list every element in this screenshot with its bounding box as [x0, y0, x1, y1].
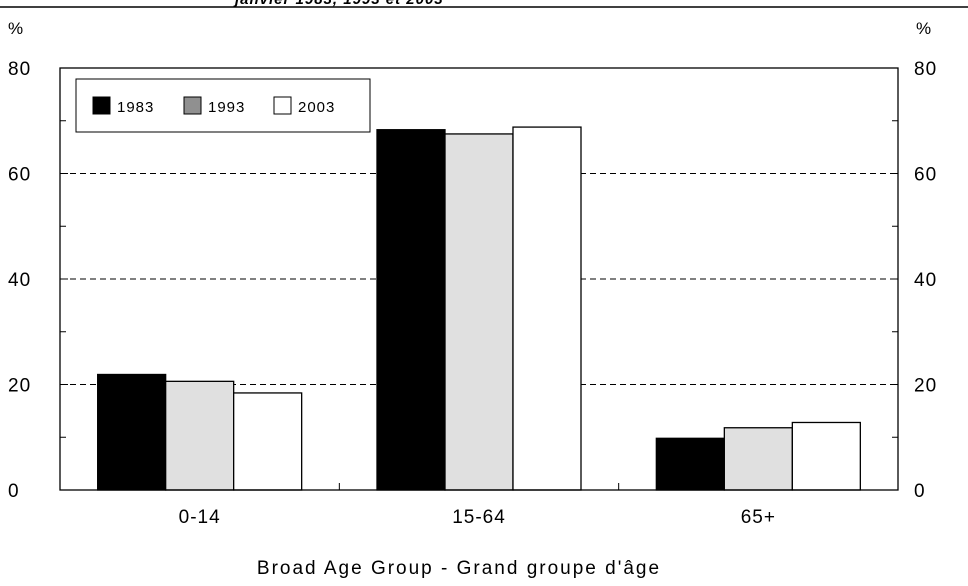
- y-tick-label-right: 20: [914, 376, 937, 397]
- bar-2003-0-14: [233, 392, 303, 491]
- legend-label-1993: 1993: [208, 99, 245, 116]
- y-tick-label-right: 60: [914, 165, 937, 186]
- category-label: 0-14: [179, 507, 221, 528]
- legend-swatch-2003: [273, 96, 292, 115]
- y-tick-label-left: 80: [8, 59, 31, 80]
- y-tick-label-right: 40: [914, 270, 937, 291]
- bar-1983-0-14: [97, 373, 167, 491]
- tick-labels: 0 0 20 20 40 40 60 60 80 80 0-14 15-64 65+: [8, 59, 937, 528]
- bar-2003-15-64: [512, 126, 582, 491]
- legend: 1983 1993 2003: [75, 78, 371, 133]
- chart-title-fragment: janvier 1983, 1993 et 2003: [233, 0, 444, 8]
- left-unit-label: %: [8, 19, 23, 38]
- y-tick-label-left: 60: [8, 165, 31, 186]
- axes: [59, 67, 899, 491]
- legend-swatch-1983: [92, 96, 111, 115]
- legend-label-1983: 1983: [117, 99, 154, 116]
- bar-2003-65+: [791, 421, 861, 491]
- legend-label-2003: 2003: [298, 99, 335, 116]
- legend-swatch-1993: [183, 96, 202, 115]
- right-unit-label: %: [916, 19, 931, 38]
- bars: [97, 126, 861, 491]
- bar-1983-65+: [655, 437, 725, 491]
- bar-1993-65+: [723, 427, 793, 491]
- bar-1983-15-64: [376, 129, 446, 491]
- y-tick-label-left: 40: [8, 270, 31, 291]
- x-axis-title: Broad Age Group - Grand groupe d'âge: [257, 558, 661, 579]
- category-label: 15-64: [452, 507, 506, 528]
- bar-1993-15-64: [444, 133, 514, 491]
- legend-box: [75, 78, 371, 133]
- y-tick-label-right: 0: [914, 481, 926, 502]
- category-label: 65+: [741, 507, 776, 528]
- y-tick-label-right: 80: [914, 59, 937, 80]
- y-tick-label-left: 20: [8, 376, 31, 397]
- bar-1993-0-14: [165, 380, 235, 491]
- y-tick-label-left: 0: [8, 481, 20, 502]
